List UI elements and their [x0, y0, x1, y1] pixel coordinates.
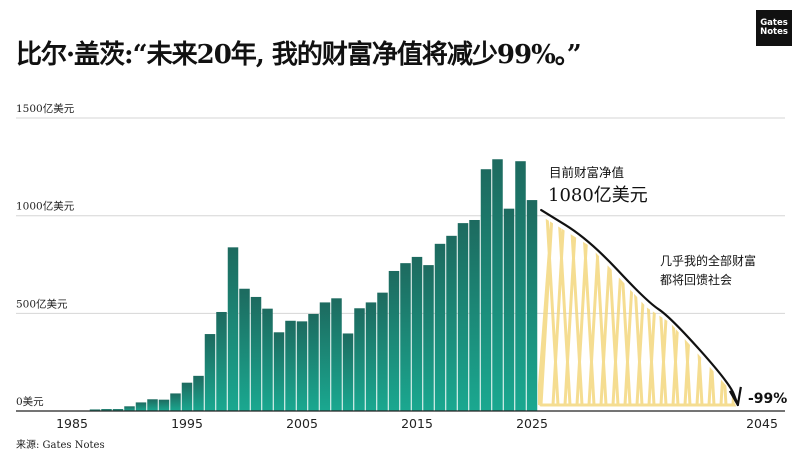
y-tick-label: 1500亿美元 [16, 102, 75, 115]
current-net-worth-value: 1080亿美元 [548, 185, 648, 206]
bar-2013 [388, 270, 400, 411]
projection [540, 208, 742, 407]
giveaway-note-line1: 几乎我的全部财富 [660, 253, 756, 268]
logo-line2: Notes [760, 27, 788, 37]
bar-2020 [469, 219, 480, 411]
bar-2008 [331, 298, 342, 411]
bar-1998 [216, 311, 227, 411]
x-tick-label: 2015 [401, 416, 433, 431]
axes: 0美元 500亿美元 1000亿美元 1500亿美元 1985 1995 2005 2015 2… [16, 102, 785, 431]
x-tick-label: 2045 [746, 416, 778, 431]
current-net-worth-label: 目前财富净值 [549, 165, 624, 180]
arrowhead-icon [728, 386, 742, 407]
y-tick-label: 0美元 [16, 395, 44, 408]
bar-2025 [526, 200, 538, 411]
source-note: 来源: Gates Notes [16, 440, 105, 451]
bar-2001 [250, 296, 262, 411]
x-tick-label: 1995 [171, 416, 203, 431]
projection-fill [538, 216, 742, 407]
bar-2018 [446, 235, 457, 411]
projection-scribble-fill [538, 216, 742, 407]
x-tick-label: 2005 [286, 416, 318, 431]
bar-2005 [296, 321, 308, 411]
bar-1999 [227, 247, 239, 411]
bar-2024 [515, 161, 526, 411]
bar-2021 [480, 169, 492, 411]
y-tick-label: 500亿美元 [16, 297, 68, 310]
bar-2017 [434, 243, 446, 411]
bar-1990 [124, 406, 135, 411]
giveaway-note-line2: 都将回馈社会 [660, 272, 732, 287]
bar-2007 [319, 302, 331, 411]
bar-2019 [457, 223, 469, 411]
bar-1992 [147, 399, 158, 411]
bar-2015 [411, 256, 423, 411]
bar-2006 [308, 313, 319, 411]
logo-line1: Gates [760, 18, 788, 28]
bar-1997 [204, 334, 216, 411]
bar-2012 [377, 292, 388, 411]
bars [89, 159, 538, 411]
x-tick-label: 1985 [56, 416, 88, 431]
bar-1991 [135, 402, 147, 411]
bar-2016 [423, 265, 434, 411]
bar-1993 [158, 399, 170, 411]
projection-curve [540, 208, 739, 407]
bar-2010 [354, 308, 365, 411]
bar-1988 [101, 409, 112, 411]
bar-1987 [89, 409, 101, 411]
bar-2004 [285, 320, 296, 411]
bar-1994 [170, 393, 181, 411]
bar-2002 [262, 308, 273, 411]
y-tick-label: 1000亿美元 [16, 200, 75, 213]
bar-2003 [273, 332, 285, 411]
bar-2014 [400, 263, 411, 411]
bar-1995 [181, 382, 193, 411]
end-percent-label: -99% [748, 391, 787, 407]
bar-1996 [193, 375, 204, 411]
x-tick-label: 2025 [516, 416, 548, 431]
gates-notes-logo: Gates Notes [756, 10, 792, 46]
bar-2009 [342, 333, 354, 411]
bar-2011 [365, 302, 377, 411]
bar-2022 [492, 159, 503, 411]
bar-2000 [239, 288, 250, 411]
bar-1989 [112, 409, 124, 411]
page-title: 比尔·盖茨:“未来20年, 我的财富净值将减少99%。” [16, 40, 582, 70]
bar-2023 [503, 208, 515, 411]
